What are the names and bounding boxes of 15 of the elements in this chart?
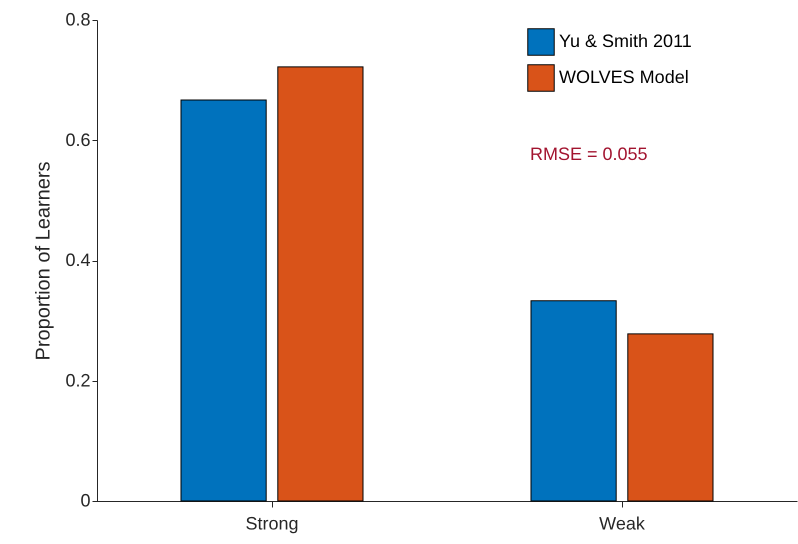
annotation: RMSE = 0.055 bbox=[530, 144, 648, 164]
bar bbox=[627, 333, 714, 502]
y-tick-label: 0.4 bbox=[65, 250, 90, 270]
y-axis-title: Proportion of Learners bbox=[32, 161, 54, 361]
y-tick-label: 0.2 bbox=[65, 370, 90, 390]
x-tick-label: Strong bbox=[245, 514, 299, 534]
legend-label: Yu & Smith 2011 bbox=[559, 31, 692, 51]
bar bbox=[530, 300, 617, 502]
bar bbox=[180, 99, 267, 502]
bar bbox=[277, 66, 364, 502]
legend-label: WOLVES Model bbox=[559, 67, 689, 87]
x-tick-label: Weak bbox=[599, 514, 646, 534]
y-tick-label: 0 bbox=[80, 490, 90, 510]
y-tick-label: 0.8 bbox=[65, 10, 90, 30]
y-tick-label: 0.6 bbox=[65, 130, 90, 150]
